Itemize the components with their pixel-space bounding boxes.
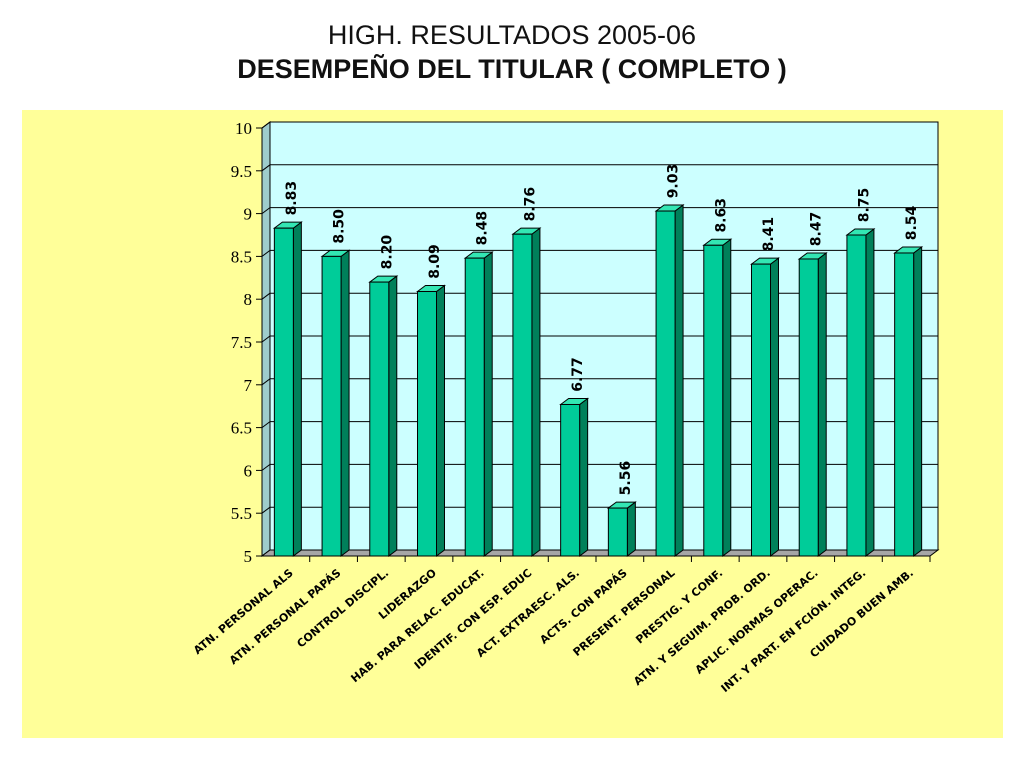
bar [369,281,390,557]
gridline-side [261,421,271,429]
y-tick-label: 9.5 [231,162,252,181]
bar [607,507,628,557]
bar-side [531,227,541,557]
data-label: 9.03 [666,164,682,199]
data-label: 8.54 [904,205,920,240]
bar-side [436,284,445,557]
bar-side [626,501,636,557]
gridline-side [261,249,271,257]
chart-title: HIGH. RESULTADOS 2005-06 [327,20,697,50]
bar-side [722,238,732,557]
bar [846,234,867,557]
data-label: 8.20 [379,235,395,270]
bar [464,257,485,557]
gridline-side [261,378,271,386]
bar-side [388,275,398,557]
bar-side [865,228,875,557]
bar [894,252,915,557]
y-tick-label: 7.5 [231,333,252,352]
bar [703,244,724,557]
bar [273,227,294,557]
data-label: 8.41 [761,217,777,252]
bar-side [817,251,827,557]
y-tick-label: 9 [244,205,253,224]
gridline-side [261,207,271,215]
gridline-side [261,292,271,300]
bar [560,403,581,557]
y-tick-label: 6.5 [231,419,252,438]
bar-side [770,257,779,557]
y-tick-label: 8 [244,290,253,309]
bar [798,258,819,557]
bar-side [340,249,350,557]
data-label: 8.09 [427,244,443,279]
bar [417,290,437,557]
bar [655,210,676,557]
y-tick-label: 8.5 [231,247,252,266]
y-tick-label: 5 [244,547,253,566]
data-label: 8.63 [713,198,729,233]
bar-side [674,204,684,557]
plot-floor [260,549,940,557]
y-tick-label: 5.5 [231,504,252,523]
chart-subtitle: DESEMPEÑO DEL TITULAR ( COMPLETO ) [237,54,787,84]
x-category-label: PRESTIG. Y CONF. [633,566,725,646]
bar [321,255,342,557]
data-label: 8.75 [856,188,872,223]
data-label: 8.48 [475,211,491,246]
bar-side [913,245,923,557]
data-label: 8.47 [809,212,825,247]
bar [751,263,771,557]
data-label: 6.77 [570,357,586,392]
gridline-side [261,463,271,471]
bar-side [292,221,302,557]
y-tick-label: 7 [244,376,253,395]
bar [512,233,533,557]
data-label: 8.83 [284,181,300,216]
bar-side [483,251,493,557]
gridline-side [261,121,271,129]
y-tick-label: 10 [235,119,252,138]
x-category-label: ACTS. CON PAPÁS [538,566,630,646]
gridline-side [261,506,271,514]
gridline-side [261,335,271,343]
bar-side [579,397,589,557]
gridline-side [261,164,271,172]
data-label: 8.76 [522,187,538,222]
data-label: 8.50 [332,209,348,244]
data-label: 5.56 [618,461,634,496]
title-block: HIGH. RESULTADOS 2005-06 DESEMPEÑO DEL T… [0,18,1024,86]
y-tick-label: 6 [244,461,253,480]
x-category-label: CONTROL DISCIPL. [294,566,391,650]
